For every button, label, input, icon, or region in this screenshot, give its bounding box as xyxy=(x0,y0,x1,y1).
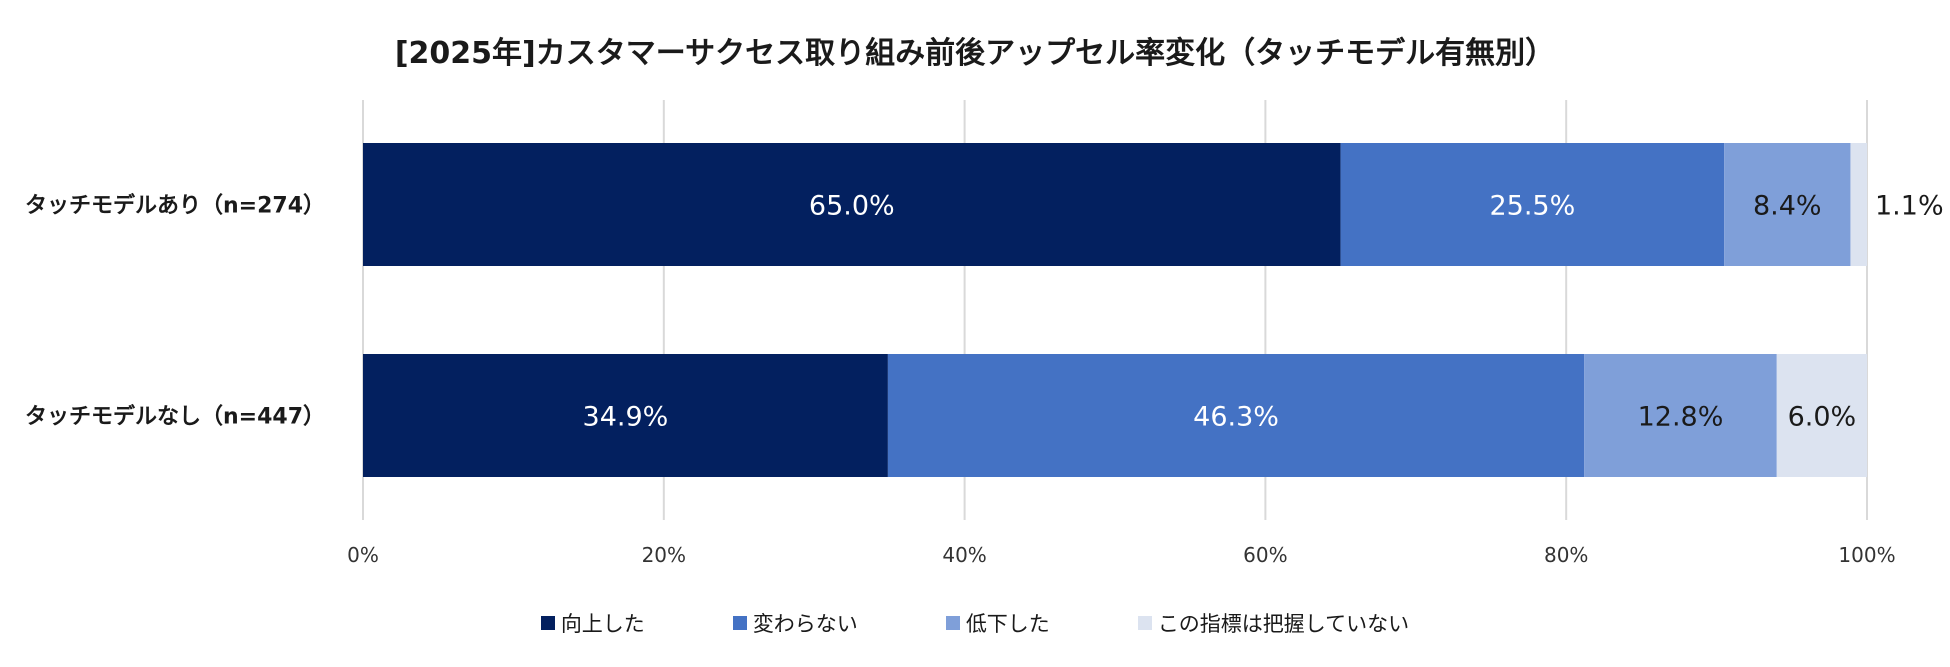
bar-segment xyxy=(887,354,1585,477)
bar-segment xyxy=(1776,354,1867,477)
legend-item: 変わらない xyxy=(732,608,858,638)
data-label: 12.8% xyxy=(1638,402,1724,433)
data-label: 1.1% xyxy=(1875,191,1944,222)
x-tick-label: 20% xyxy=(642,543,686,567)
chart-title: [2025年]カスタマーサクセス取り組み前後アップセル率変化（タッチモデル有無別… xyxy=(394,36,1556,71)
x-axis-ticks: 0% 20% 40% 60% 80% 100% xyxy=(347,543,1895,567)
bar-segment xyxy=(363,354,888,477)
legend-label: 変わらない xyxy=(752,612,858,636)
x-tick-label: 0% xyxy=(347,543,379,567)
data-label: 25.5% xyxy=(1489,191,1575,222)
legend-swatch xyxy=(945,616,960,630)
category-labels: タッチモデルあり（n=274） タッチモデルなし（n=447） xyxy=(25,193,325,430)
bar-segment xyxy=(1340,143,1725,266)
bars xyxy=(363,143,1867,477)
legend-swatch xyxy=(732,616,747,630)
data-label: 34.9% xyxy=(583,402,669,433)
category-label: タッチモデルなし（n=447） xyxy=(25,404,325,430)
legend: 向上した 変わらない 低下した この指標は把握していない xyxy=(0,608,1950,638)
x-tick-label: 60% xyxy=(1243,543,1287,567)
data-label: 8.4% xyxy=(1753,191,1822,222)
x-tick-label: 80% xyxy=(1544,543,1588,567)
data-label: 6.0% xyxy=(1788,402,1857,433)
x-tick-label: 100% xyxy=(1838,543,1895,567)
legend-item: 向上した xyxy=(540,608,645,638)
bar-segment xyxy=(1724,143,1851,266)
data-label: 65.0% xyxy=(809,191,895,222)
data-label: 46.3% xyxy=(1193,402,1279,433)
legend-label: 低下した xyxy=(965,612,1050,636)
legend-label: 向上した xyxy=(560,612,645,636)
category-label: タッチモデルあり（n=274） xyxy=(25,193,325,219)
legend-item: この指標は把握していない xyxy=(1137,608,1410,638)
bar-segment xyxy=(1850,143,1867,266)
bar-segment xyxy=(1584,354,1777,477)
legend-swatch xyxy=(540,616,555,630)
legend-label: この指標は把握していない xyxy=(1157,612,1410,636)
data-labels: 65.0% 25.5% 8.4% 1.1% 34.9% 46.3% 12.8% 6.0% xyxy=(583,191,1944,433)
legend-swatch xyxy=(1137,616,1152,630)
legend-item: 低下した xyxy=(945,608,1050,638)
bar-segment xyxy=(363,143,1341,266)
x-tick-label: 40% xyxy=(942,543,986,567)
